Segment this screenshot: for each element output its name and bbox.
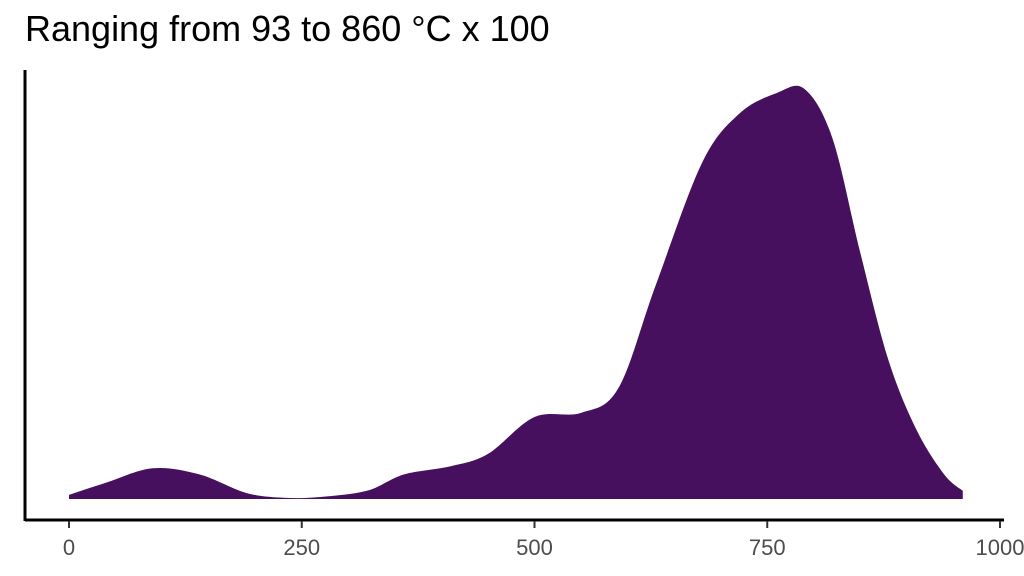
x-tick-label: 250 bbox=[283, 535, 320, 560]
chart-title: Ranging from 93 to 860 °C x 100 bbox=[25, 8, 550, 49]
x-tick-label: 0 bbox=[63, 535, 75, 560]
x-tick-label: 750 bbox=[749, 535, 786, 560]
x-tick-label: 500 bbox=[516, 535, 553, 560]
density-area bbox=[69, 85, 963, 499]
x-tick-label: 1000 bbox=[976, 535, 1024, 560]
